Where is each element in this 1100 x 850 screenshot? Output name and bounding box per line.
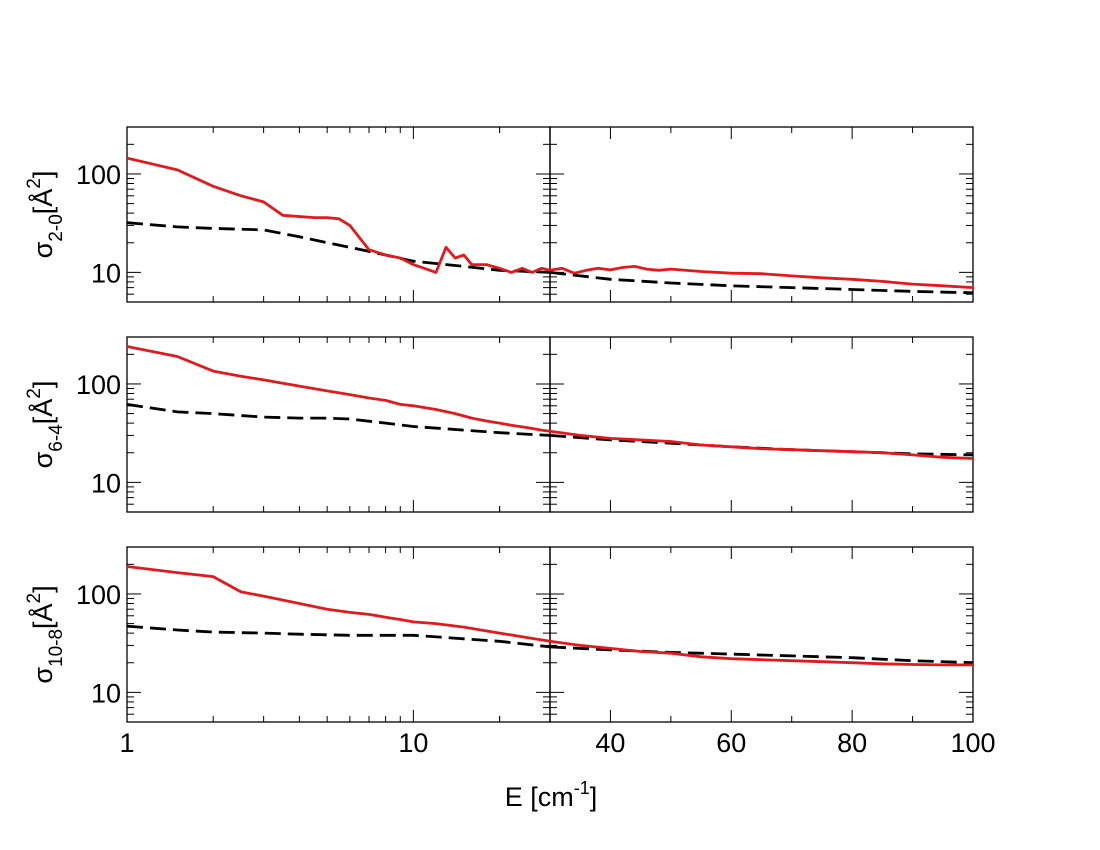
- y-axis-label: σ10-8[Å2]: [24, 585, 67, 683]
- y-axis-label-subscript: 6-4: [46, 424, 67, 452]
- panel-2: 10 100 σ6-4[Å2]: [24, 336, 974, 513]
- y-tick-label: 100: [76, 580, 121, 610]
- y-axis-label-superscript: 2: [24, 388, 45, 399]
- x-tick-label: 80: [837, 728, 867, 758]
- y-axis-label-sigma: σ: [28, 451, 58, 468]
- panel-3: 10 100 σ10-8[Å2]: [24, 546, 974, 723]
- y-axis-label-close: ]: [28, 381, 58, 389]
- x-axis-label-tail: ]: [590, 782, 598, 812]
- panel-1-right-frame: [549, 126, 974, 303]
- y-axis-label-superscript: 2: [24, 593, 45, 604]
- y-axis-label-subscript: 10-8: [46, 629, 67, 667]
- x-axis-label-superscript: -1: [574, 778, 590, 798]
- x-axis-label-base: E [cm: [505, 782, 574, 812]
- series-solid-left: [126, 156, 551, 274]
- series-solid-left: [126, 565, 551, 643]
- y-axis-label-unit: [Å: [27, 189, 58, 215]
- series-solid-right: [549, 429, 974, 460]
- y-axis-label-superscript: 2: [24, 178, 45, 189]
- series-dashed-left: [126, 221, 551, 274]
- series-solid-right: [549, 639, 973, 667]
- y-axis-label: σ2-0[Å2]: [24, 171, 67, 259]
- series-dashed-left: [126, 403, 551, 437]
- x-tick-label: 60: [716, 728, 746, 758]
- y-tick-label: 10: [91, 678, 121, 708]
- series-solid-right: [549, 265, 974, 289]
- y-axis-label-sigma: σ: [28, 667, 58, 684]
- x-tick-label: 100: [950, 728, 995, 758]
- x-axis-tick-labels: 1 10 40 60 80 100: [119, 728, 995, 758]
- series-solid-left: [126, 345, 551, 433]
- x-axis-label: E [cm-1]: [505, 778, 598, 812]
- y-axis-label: σ6-4[Å2]: [24, 381, 67, 469]
- y-axis-label-close: ]: [28, 585, 58, 593]
- y-tick-label: 10: [91, 258, 121, 288]
- y-tick-label: 100: [76, 370, 121, 400]
- x-tick-label: 10: [398, 728, 428, 758]
- panel-1-left-frame: [126, 126, 551, 303]
- y-axis-label-subscript: 2-0: [46, 214, 67, 241]
- panel-3-right-frame: [549, 546, 974, 723]
- panel-2-right-frame: [549, 336, 974, 513]
- series-dashed-left: [126, 624, 551, 649]
- x-tick-label: 1: [119, 728, 134, 758]
- y-axis-label-unit: [Å: [27, 603, 58, 629]
- y-tick-label: 100: [76, 160, 121, 190]
- series-dashed-right: [549, 271, 974, 295]
- y-axis-label-sigma: σ: [28, 241, 58, 258]
- y-tick-label: 10: [91, 468, 121, 498]
- panel-1: 10 100 σ2-0[Å2]: [24, 126, 974, 303]
- y-axis-label-close: ]: [28, 171, 58, 179]
- y-axis-label-unit: [Å: [27, 399, 58, 425]
- x-tick-label: 40: [595, 728, 625, 758]
